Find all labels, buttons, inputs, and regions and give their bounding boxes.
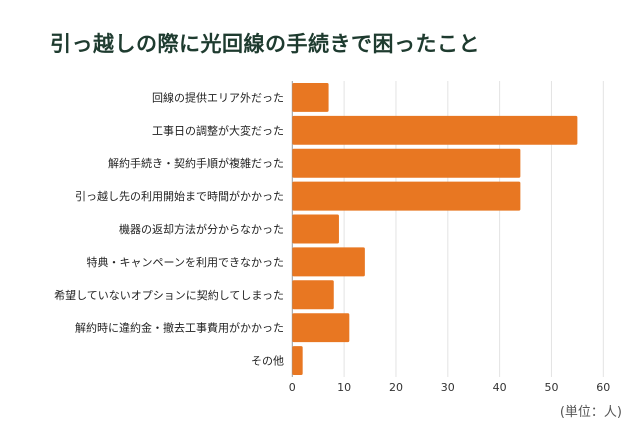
category-label: 解約時に違約金・撤去工事費用がかかった	[75, 321, 284, 335]
unit-label: (単位：人)	[559, 405, 622, 420]
bar	[292, 148, 521, 178]
bar	[292, 214, 339, 244]
category-label: 特典・キャンペーンを利用できなかった	[87, 255, 284, 269]
x-tick-label: 40	[493, 381, 507, 394]
category-label: 回線の提供エリア外だった	[152, 90, 284, 104]
category-label: その他	[251, 355, 284, 368]
bar	[292, 346, 303, 376]
category-label: 希望していないオプションに契約してしまった	[54, 288, 284, 302]
category-label: 解約手続き・契約手順が複雑だった	[108, 156, 284, 170]
x-tick-label: 20	[389, 381, 403, 394]
bar	[292, 280, 334, 310]
x-tick-label: 0	[289, 381, 296, 394]
bar	[292, 82, 329, 112]
bar	[292, 181, 521, 211]
chart-title: 引っ越しの際に光回線の手続きで困ったこと	[50, 32, 480, 56]
x-tick-label: 50	[544, 381, 558, 394]
x-tick-label: 30	[441, 381, 455, 394]
bar	[292, 247, 365, 277]
category-label: 引っ越し先の利用開始まで時間がかかった	[75, 189, 284, 203]
bar	[292, 313, 350, 343]
category-label: 機器の返却方法が分からなかった	[119, 222, 284, 236]
x-tick-label: 60	[596, 381, 610, 394]
bar	[292, 115, 578, 145]
category-label: 工事日の調整が大変だった	[152, 123, 284, 137]
x-tick-label: 10	[337, 381, 351, 394]
